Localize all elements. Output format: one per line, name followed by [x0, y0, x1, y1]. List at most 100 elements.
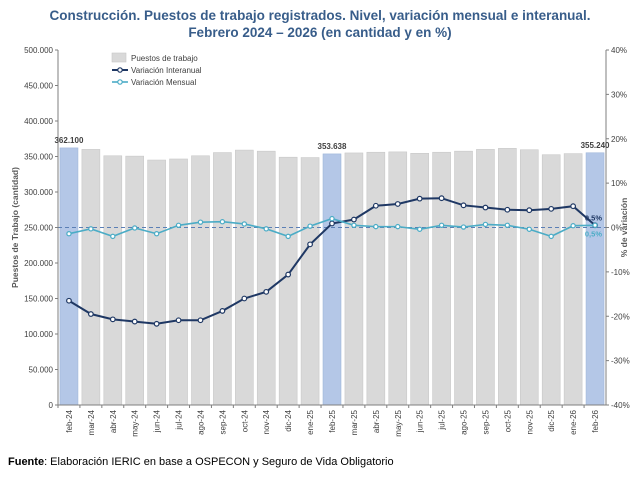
bar-mar-25	[344, 152, 364, 406]
point-mensual-dic-24	[285, 233, 291, 240]
y2-tick-label: 10%	[611, 179, 627, 188]
x-tick-label: dic-24	[284, 409, 293, 431]
point-mensual-mar-24	[88, 226, 94, 232]
x-tick-label: ene-26	[569, 409, 578, 434]
x-tick-label: may-25	[394, 409, 403, 436]
point-mensual-nov-25	[526, 226, 532, 232]
point-interanual-nov-25	[526, 207, 533, 214]
y2-tick-label: -20%	[611, 312, 630, 321]
bar-dic-25	[541, 154, 561, 406]
x-tick-label: feb-26	[591, 409, 600, 432]
bar-jun-24	[147, 159, 166, 406]
x-tick-label: abr-24	[109, 409, 118, 433]
y-tick-label: 450.000	[24, 82, 53, 91]
bar-value-label: 355.240	[581, 141, 610, 150]
x-tick-label: nov-25	[525, 409, 534, 434]
chart-title-line2: Febrero 2024 – 2026 (en cantidad y en %)	[188, 25, 452, 40]
bar-nov-25	[519, 149, 539, 406]
bar-value-label: 362.100	[54, 136, 83, 145]
point-interanual-ene-25	[307, 241, 313, 248]
y-tick-label: 400.000	[24, 117, 53, 126]
chart-title-line1: Construcción. Puestos de trabajo registr…	[49, 8, 591, 23]
point-mensual-nov-24	[263, 226, 269, 232]
y-tick-label: 500.000	[24, 46, 53, 55]
point-interanual-dic-24	[285, 271, 292, 278]
legend-label-interanual: Variación Interanual	[131, 66, 202, 75]
bar-abr-24	[103, 155, 123, 406]
bar-may-24	[125, 155, 145, 406]
x-tick-label: feb-25	[328, 409, 337, 432]
point-interanual-mar-25	[351, 216, 357, 223]
point-interanual-jul-25	[438, 195, 445, 202]
x-tick-label: jun-25	[416, 409, 425, 433]
x-tick-label: jul-25	[438, 409, 447, 430]
bar-ago-24	[191, 155, 210, 406]
x-tick-label: jun-24	[153, 409, 162, 433]
y-tick-label: 250.000	[24, 224, 53, 233]
x-tick-label: jul-24	[175, 409, 184, 430]
y2-tick-label: 40%	[611, 46, 627, 55]
point-interanual-oct-25	[504, 206, 511, 213]
point-interanual-jun-24	[153, 320, 160, 327]
point-mensual-ene-25	[307, 223, 313, 229]
point-mensual-sep-25	[482, 221, 489, 228]
point-interanual-jul-24	[175, 317, 182, 324]
point-mensual-oct-25	[504, 222, 511, 228]
y-tick-label: 150.000	[24, 295, 53, 304]
x-tick-label: sep-25	[481, 409, 490, 434]
y-tick-label: 350.000	[24, 153, 53, 162]
x-tick-label: oct-24	[240, 409, 249, 432]
point-mensual-sep-24	[219, 219, 226, 225]
end-label-interanual: 0,5%	[585, 213, 602, 222]
x-tick-label: ene-25	[306, 409, 315, 434]
point-mensual-feb-24	[66, 231, 72, 237]
source-note: Fuente: Elaboración IERIC en base a OSPE…	[8, 456, 394, 468]
point-mensual-abr-24	[110, 233, 116, 240]
x-tick-label: nov-24	[262, 409, 271, 434]
bar-abr-25	[366, 151, 386, 406]
bar-sep-25	[476, 149, 495, 406]
point-mensual-jun-25	[416, 226, 423, 232]
y-tick-label: 300.000	[24, 188, 53, 197]
y2-tick-label: 0%	[611, 224, 623, 233]
x-tick-label: sep-24	[218, 409, 227, 434]
point-mensual-feb-26	[592, 222, 598, 228]
x-tick-label: abr-25	[372, 409, 381, 433]
point-mensual-mar-25	[351, 222, 357, 228]
bar-ago-25	[454, 150, 473, 406]
y-axis-title: Puestos de Trabajo (cantidad)	[10, 167, 20, 288]
legend-marker-interanual	[117, 67, 123, 73]
point-mensual-jul-25	[438, 222, 445, 228]
bar-value-label: 353.638	[318, 142, 347, 151]
y-tick-label: 200.000	[24, 259, 53, 268]
point-mensual-abr-25	[373, 223, 379, 230]
bar-feb-26	[585, 152, 605, 406]
point-interanual-may-24	[131, 318, 138, 325]
bar-oct-24	[235, 149, 254, 406]
y-tick-label: 50.000	[29, 366, 54, 375]
point-interanual-may-25	[394, 201, 401, 207]
point-interanual-dic-25	[548, 205, 555, 212]
legend-swatch-bars	[111, 52, 127, 63]
bar-nov-24	[256, 150, 276, 406]
point-mensual-may-24	[132, 225, 138, 231]
bar-feb-24	[59, 147, 79, 406]
y2-axis-title: % de variación	[619, 198, 629, 258]
point-interanual-feb-24	[66, 297, 72, 304]
point-mensual-ago-24	[197, 219, 204, 225]
x-tick-label: may-24	[131, 409, 140, 436]
y-tick-label: 0	[49, 401, 54, 410]
x-tick-label: ago-25	[460, 409, 469, 434]
legend-label-bars: Puestos de trabajo	[131, 54, 198, 63]
combo-chart: 0 50.000 100.000 150.000 200.000 250.000 300.0…	[10, 46, 630, 437]
point-mensual-feb-25	[329, 215, 335, 222]
x-tick-label: mar-25	[350, 409, 359, 435]
bar-jul-24	[169, 158, 188, 406]
bar-ene-25	[300, 157, 320, 406]
y-tick-label: 100.000	[24, 330, 53, 339]
legend-label-mensual: Variación Mensual	[131, 78, 196, 87]
point-mensual-oct-24	[241, 221, 248, 227]
point-interanual-oct-24	[241, 295, 248, 302]
y2-tick-label: -40%	[611, 401, 630, 410]
point-interanual-sep-24	[219, 308, 226, 314]
